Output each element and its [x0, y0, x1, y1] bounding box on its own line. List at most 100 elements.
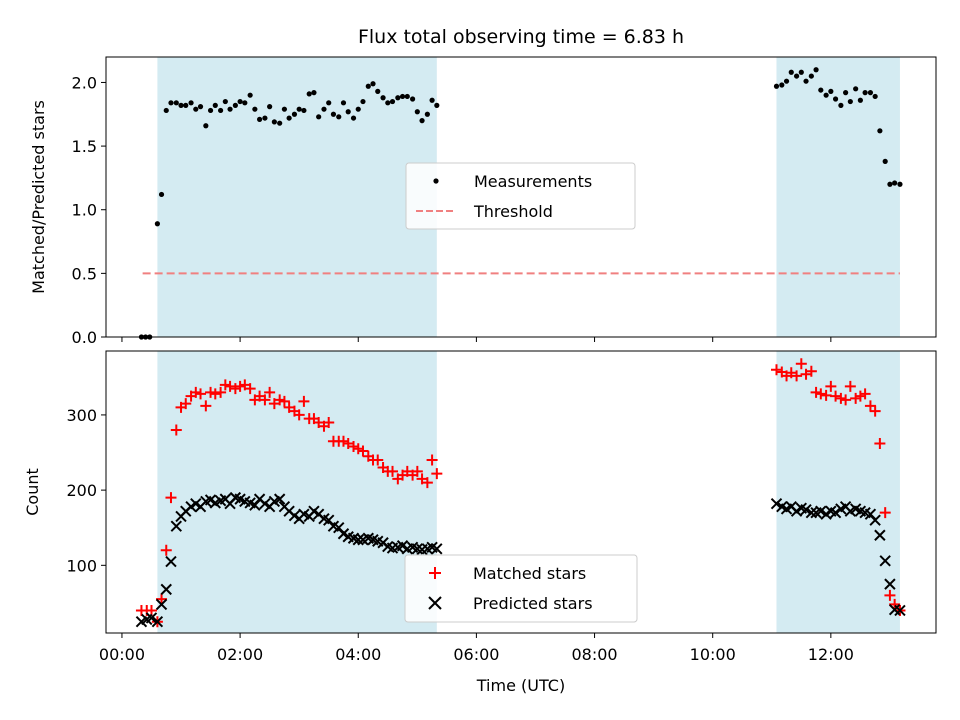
- predicted-stars-legend-label: Predicted stars: [473, 594, 593, 613]
- measurement-point: [404, 93, 410, 100]
- matched-star-point: [795, 358, 807, 370]
- measurement-point: [242, 100, 248, 106]
- measurement-point: [340, 100, 347, 106]
- matched-star-point: [844, 380, 856, 392]
- predicted-star-point: [160, 583, 172, 596]
- matched-star-point: [293, 409, 305, 421]
- measurement-point: [330, 111, 337, 117]
- measurement-point: [793, 73, 800, 79]
- ratio-panel: 0.00.51.01.52.0 Matched/Predicted stars …: [29, 56, 937, 347]
- predicted-star-point: [815, 505, 827, 517]
- measurement-point: [218, 107, 224, 114]
- measurement-point: [399, 93, 406, 100]
- ratio-legend-box: [405, 162, 636, 230]
- matched-star-point: [864, 400, 876, 412]
- measurement-point: [853, 86, 859, 92]
- measurement-point: [355, 106, 361, 112]
- measurement-point: [271, 119, 277, 125]
- measurement-point: [414, 109, 420, 115]
- measurement-point: [389, 98, 396, 105]
- matched-star-point: [387, 465, 399, 477]
- measurement-point: [803, 78, 809, 84]
- matched-star-point: [825, 380, 837, 392]
- measurement-point: [877, 128, 883, 134]
- matched-star-point: [889, 598, 901, 610]
- ratio-panel-y-ticks: 0.0 0.5 1.0 1.5 2.0: [72, 73, 106, 347]
- ratio-panel-legend: Measurements Threshold: [405, 162, 636, 230]
- measurement-point: [380, 95, 386, 101]
- matched-star-point: [156, 593, 168, 605]
- measurement-point: [207, 107, 214, 114]
- measurement-point: [193, 106, 199, 112]
- predicted-star-point: [165, 555, 177, 568]
- matched-star-point: [229, 383, 241, 395]
- measurement-point: [301, 107, 307, 114]
- measurement-point: [892, 180, 898, 186]
- ratio-panel-shaded-intervals: [157, 57, 900, 337]
- matched-star-point: [372, 454, 384, 466]
- predicted-star-point: [884, 578, 896, 590]
- matched-star-point: [264, 386, 276, 398]
- measurement-point: [818, 87, 824, 93]
- count-panel-y-axis-label: Count: [23, 468, 42, 516]
- measurement-point: [813, 67, 819, 73]
- matched-star-point: [274, 394, 286, 406]
- measurement-point: [168, 100, 174, 106]
- measurement-point: [227, 106, 233, 112]
- matched-star-point: [224, 380, 236, 392]
- measurement-point: [267, 104, 273, 110]
- matched-star-point: [840, 394, 852, 406]
- y-tick-label: 1.5: [72, 137, 97, 156]
- matched-star-point: [421, 477, 433, 489]
- measurement-point: [375, 88, 381, 94]
- matched-star-point: [244, 383, 256, 395]
- measurement-point: [897, 181, 903, 187]
- count-panel: 100 200 300 00:00 02:00 04:00 06:00 08:00 10:00…: [23, 350, 937, 695]
- matched-star-point: [879, 507, 891, 519]
- predicted-star-point: [273, 493, 286, 505]
- ratio-panel-frame: [105, 56, 937, 338]
- measurement-point: [247, 92, 253, 98]
- measurement-point: [395, 95, 401, 101]
- ratio-panel-y-axis-label: Matched/Predicted stars: [29, 100, 48, 294]
- shaded-interval-1: [157, 351, 437, 633]
- measurement-point: [843, 90, 849, 96]
- y-tick-label: 200: [66, 481, 97, 500]
- predicted-star-point: [151, 616, 164, 628]
- measurement-point: [232, 102, 238, 108]
- x-axis-label: Time (UTC): [476, 676, 565, 695]
- matched-star-point: [352, 443, 364, 455]
- measurement-point: [779, 82, 785, 88]
- measurement-point: [887, 181, 893, 187]
- predicted-star-point: [829, 506, 842, 519]
- measurement-point: [808, 73, 814, 79]
- measurement-point: [262, 115, 268, 121]
- y-tick-label: 300: [66, 406, 97, 425]
- matched-star-point: [337, 435, 349, 447]
- measurements-legend-label: Measurements: [474, 172, 592, 191]
- measurement-point: [281, 106, 288, 112]
- predicted-star-point: [805, 506, 818, 519]
- matched-star-point: [209, 388, 221, 400]
- measurement-point: [197, 104, 204, 110]
- measurements-legend-marker: [433, 178, 439, 184]
- measurement-point: [832, 96, 839, 102]
- matched-star-point: [170, 424, 182, 436]
- matched-star-point: [810, 386, 822, 398]
- measurement-point: [316, 114, 322, 120]
- measurement-point: [336, 114, 342, 120]
- measurement-point: [212, 102, 218, 108]
- measurement-point: [872, 93, 878, 100]
- measurement-point: [862, 90, 868, 96]
- measurement-point: [173, 100, 179, 106]
- matched-star-point: [145, 604, 157, 616]
- measurement-point: [798, 69, 804, 75]
- measurement-point: [385, 100, 391, 106]
- measurement-point: [277, 120, 283, 126]
- matched-star-point: [411, 465, 423, 477]
- count-panel-x-ticks: 00:00 02:00 04:00 06:00 08:00 10:00 12:00: [99, 633, 854, 664]
- y-tick-label: 2.0: [72, 73, 97, 92]
- predicted-star-point: [879, 555, 891, 567]
- measurement-point: [158, 191, 165, 198]
- predicted-stars-series: [135, 491, 906, 628]
